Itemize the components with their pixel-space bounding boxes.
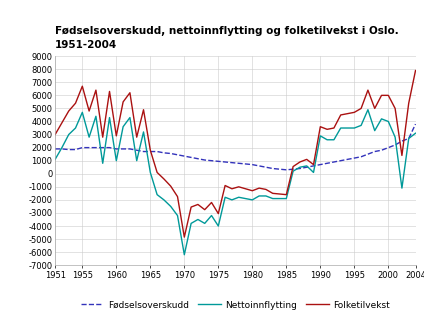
Folketilvekst bbox=[304, 158, 309, 161]
Nettoinnflytting bbox=[114, 159, 119, 163]
Nettoinnflytting bbox=[257, 194, 262, 198]
Folketilvekst bbox=[257, 186, 262, 190]
Nettoinnflytting bbox=[365, 108, 371, 112]
Folketilvekst bbox=[413, 69, 418, 72]
Nettoinnflytting bbox=[413, 131, 418, 135]
Line: Nettoinnflytting: Nettoinnflytting bbox=[55, 110, 416, 255]
Text: Fødselsoverskudd, nettoinnflytting og folketilvekst i Oslo.
1951-2004: Fødselsoverskudd, nettoinnflytting og fo… bbox=[55, 26, 399, 50]
Nettoinnflytting bbox=[182, 253, 187, 256]
Folketilvekst bbox=[182, 235, 187, 239]
Fødselsoverskudd bbox=[304, 165, 309, 169]
Line: Fødselsoverskudd: Fødselsoverskudd bbox=[55, 124, 416, 170]
Nettoinnflytting bbox=[270, 197, 275, 200]
Nettoinnflytting bbox=[195, 217, 201, 221]
Line: Folketilvekst: Folketilvekst bbox=[55, 71, 416, 237]
Folketilvekst bbox=[53, 133, 58, 136]
Fødselsoverskudd bbox=[53, 147, 58, 151]
Fødselsoverskudd bbox=[189, 156, 194, 159]
Nettoinnflytting bbox=[304, 164, 309, 168]
Folketilvekst bbox=[114, 134, 119, 138]
Fødselsoverskudd bbox=[263, 165, 268, 169]
Fødselsoverskudd bbox=[284, 168, 289, 172]
Nettoinnflytting bbox=[53, 158, 58, 161]
Fødselsoverskudd bbox=[413, 122, 418, 126]
Folketilvekst bbox=[195, 202, 201, 206]
Fødselsoverskudd bbox=[270, 167, 275, 170]
Folketilvekst bbox=[270, 192, 275, 195]
Folketilvekst bbox=[277, 192, 282, 196]
Legend: Fødselsoverskudd, Nettoinnflytting, Folketilvekst: Fødselsoverskudd, Nettoinnflytting, Folk… bbox=[77, 297, 393, 312]
Fødselsoverskudd bbox=[114, 147, 119, 151]
Fødselsoverskudd bbox=[250, 163, 255, 167]
Nettoinnflytting bbox=[277, 197, 282, 200]
